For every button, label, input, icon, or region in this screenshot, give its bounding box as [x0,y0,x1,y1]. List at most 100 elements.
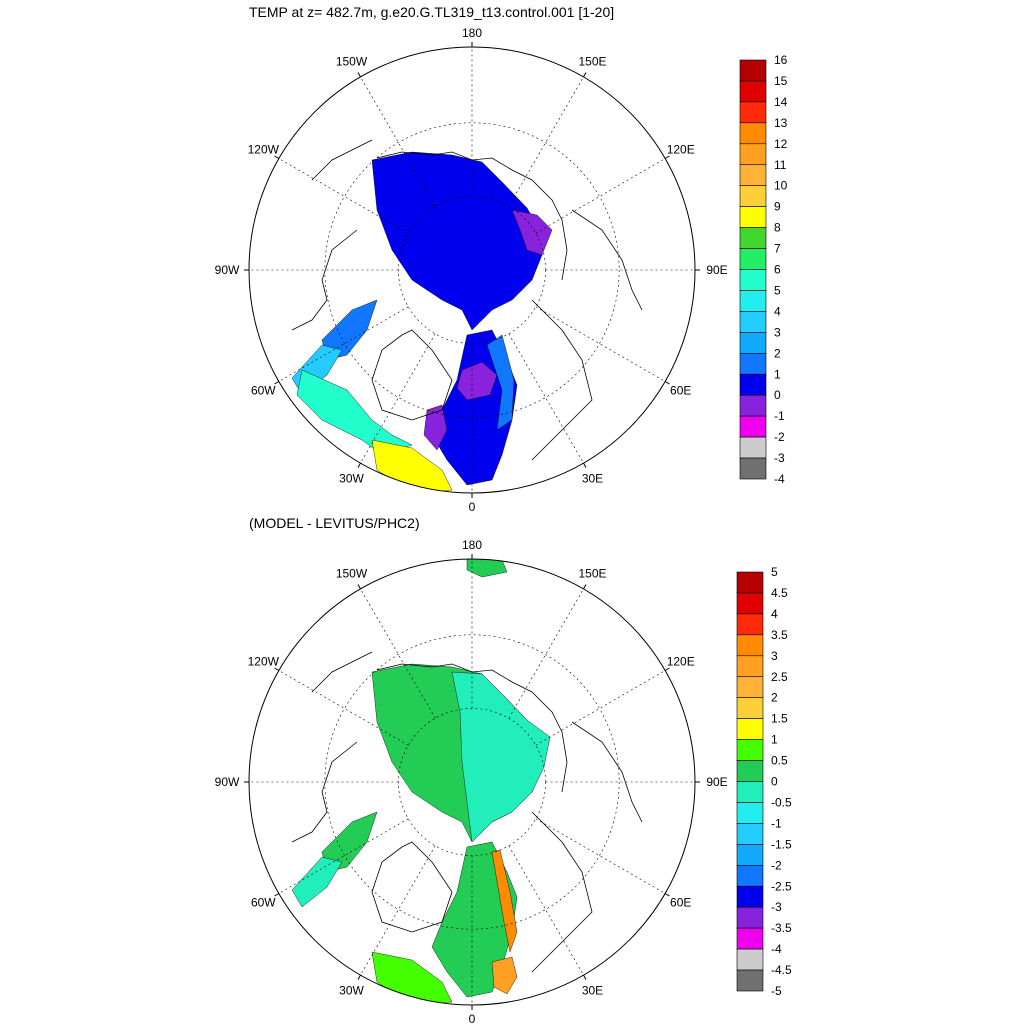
map-field-0 [249,47,695,493]
colorbar-label: -0.5 [771,795,792,809]
meridian-line [535,306,666,382]
coastline [311,651,373,693]
colorbar-swatch [736,802,764,824]
colorbar-swatch [739,227,767,249]
colorbar-swatch [736,676,764,699]
longitude-label: 30W [339,472,364,486]
colorbar-swatch [739,394,767,417]
colorbar-label: 3 [771,649,778,663]
region-baffin-shelf [291,856,343,908]
colorbar-label: 15 [774,74,788,88]
longitude-label: 30W [339,984,364,998]
lon-tick [357,72,361,78]
region-iceland-plume [423,404,448,451]
colorbar-swatch [736,571,764,594]
colorbar-label: -1 [774,409,785,423]
longitude-label: 180 [462,26,482,40]
colorbar-swatch [739,164,767,187]
lon-tick [274,667,280,671]
coastline [311,139,373,181]
colorbar-label: 4 [774,304,781,318]
coastline [571,209,643,311]
colorbar-swatch [736,592,764,615]
colorbar-label: 10 [774,179,788,193]
colorbar-label: 0 [771,775,778,789]
colorbar-swatch [739,122,767,145]
colorbar-label: 13 [774,116,788,130]
meridian-line [508,845,584,976]
top-map-title: TEMP at z= 482.7m, g.e20.G.TL319_t13.con… [249,4,615,20]
colorbar-label: -2 [771,858,782,872]
colorbar-label: 1 [774,367,781,381]
colorbar-swatch [736,760,764,782]
colorbar-label: 0 [774,388,781,402]
colorbar-swatch [736,634,764,657]
colorbar-label: 2.5 [771,670,788,684]
longitude-label: 30E [582,984,603,998]
colorbar-swatch [736,718,764,740]
lon-tick [357,974,361,980]
colorbar-swatch [736,739,764,761]
longitude-label: 120W [248,143,280,157]
colorbar-swatch [736,697,764,719]
lon-tick [274,381,280,385]
colorbar-swatch [736,781,764,803]
colorbar-swatch [739,352,767,375]
region-bering-strait [466,559,508,578]
longitude-label: 60E [670,896,691,910]
colorbar-label: 16 [774,53,788,67]
longitude-label: 150W [336,54,368,68]
bottom-map-title: (MODEL - LEVITUS/PHC2) [249,515,420,531]
longitude-label: 120E [667,143,695,157]
lon-tick [583,72,587,78]
colorbar-label: -3.5 [771,921,792,935]
colorbar-label: -3 [774,451,785,465]
colorbar-label: 11 [774,158,787,172]
coastline [531,299,593,461]
region-labrador-sea [321,811,378,873]
coastline [291,741,358,843]
longitude-label: 120W [248,655,280,669]
colorbar-label: 2 [774,346,781,360]
coastline [291,229,358,331]
meridian-line [508,333,584,464]
region-irminger-sea [296,369,413,456]
colorbar-label: 8 [774,221,781,235]
map-panel-1: 180 150E 120E 90E 60E 30E 0 30W 60W 90W 120W 150W 5 4… [215,538,792,1024]
colorbar-swatch [736,823,764,845]
longitude-label: 90W [215,263,240,277]
longitude-label: 60W [251,896,276,910]
colorbar-swatch [739,101,767,124]
lon-tick [664,381,670,385]
longitude-label: 60W [251,384,276,398]
coastline [371,841,453,933]
lon-tick [664,155,670,159]
latitude-circle [324,634,620,930]
colorbar-label: 7 [774,242,781,256]
region-eurasian-basin [451,671,551,843]
coastline [376,151,568,281]
lon-tick [583,462,587,468]
colorbar-swatch [739,59,767,82]
colorbar-swatch [736,613,764,636]
colorbar-swatch [739,373,767,396]
colorbar-label: 1.5 [771,712,788,726]
map-field-1 [249,559,695,1005]
longitude-label: 0 [469,1012,476,1024]
region-siberian-shelf-edge [511,209,553,256]
colorbar-swatch [739,143,767,166]
longitude-label: 150E [578,54,606,68]
longitude-label: 60E [670,384,691,398]
coastline [376,663,568,793]
region-central-basin [371,151,543,331]
lon-tick [583,974,587,980]
lon-tick [357,462,361,468]
colorbar-label: -2 [774,430,785,444]
colorbar-swatch [739,332,767,354]
meridian-line [535,818,666,894]
colorbar-label: 9 [774,200,781,214]
colorbar-label: -4 [774,472,785,486]
longitude-label: 90W [215,775,240,789]
colorbar-swatch [739,206,767,228]
